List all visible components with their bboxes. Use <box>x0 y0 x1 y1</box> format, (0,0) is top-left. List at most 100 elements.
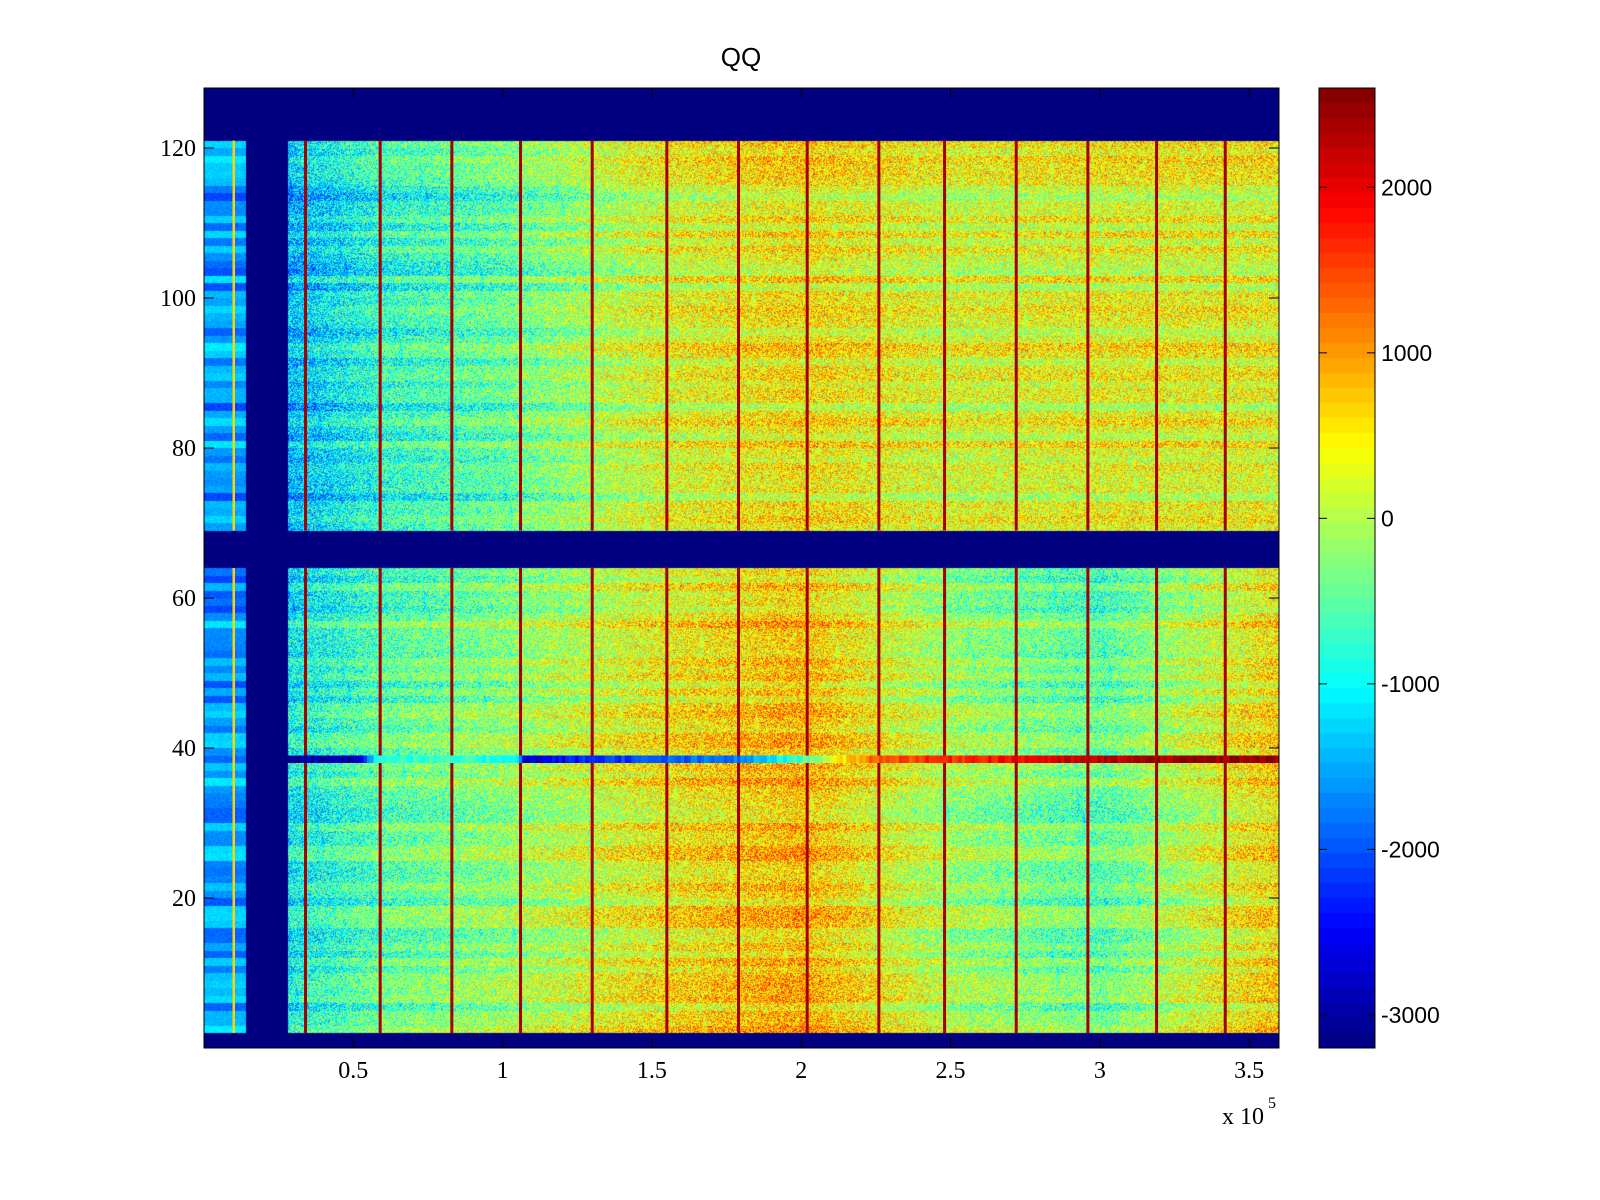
vertical-stripe <box>877 140 881 531</box>
x-axis-multiplier: x 10 5 <box>1222 1095 1276 1130</box>
vertical-stripe <box>737 568 741 1033</box>
colorbar-tick-label: 0 <box>1381 505 1394 531</box>
anomalous-row-cell <box>396 755 401 763</box>
anomalous-row-cell <box>512 755 517 763</box>
vertical-stripe <box>877 568 881 1033</box>
anomalous-row-cell <box>423 755 427 763</box>
anomalous-row-cell <box>912 755 916 763</box>
anomalous-row-cell <box>816 755 821 763</box>
anomalous-row-cell <box>945 755 950 763</box>
anomalous-row-cell <box>1160 755 1164 763</box>
anomalous-row-cell <box>525 755 530 763</box>
anomalous-row-cell <box>485 755 490 763</box>
anomalous-row-cell <box>1011 755 1016 763</box>
anomalous-row-cell <box>1047 755 1052 763</box>
anomalous-row-cell <box>938 755 943 763</box>
x-tick-label: 3.5 <box>1234 1058 1264 1084</box>
anomalous-row-cell <box>932 755 936 763</box>
colorbar-tick-label: 1000 <box>1381 340 1432 366</box>
anomalous-row-cell <box>760 755 764 763</box>
anomalous-row-cell <box>538 755 543 763</box>
y-tick-label: 40 <box>172 736 196 762</box>
anomalous-row-cell <box>429 755 434 763</box>
colorbar-ticks: -3000 -2000 -1000 0 1000 2000 <box>1319 174 1440 1028</box>
anomalous-row-cell <box>1136 755 1141 763</box>
anomalous-row-cell <box>809 755 814 763</box>
anomalous-row-cell <box>1103 755 1108 763</box>
anomalous-row-cell <box>958 755 963 763</box>
anomalous-row-cell <box>614 755 619 763</box>
anomalous-row-cell <box>409 755 414 763</box>
anomalous-row-cell <box>1166 755 1171 763</box>
anomalous-row-cell <box>436 755 441 763</box>
anomalous-row-cell <box>416 755 421 763</box>
anomalous-row-cell <box>727 755 731 763</box>
anomalous-row-cell <box>627 755 632 763</box>
anomalous-row-cell <box>898 755 903 763</box>
anomalous-row-cell <box>403 755 408 763</box>
anomalous-row-cell <box>783 755 788 763</box>
anomalous-row-cell <box>482 755 487 763</box>
anomalous-row-cell <box>1259 755 1263 763</box>
anomalous-row-cell <box>505 755 510 763</box>
anomalous-row-cell <box>634 755 639 763</box>
anomalous-row-cell <box>753 755 758 763</box>
anomalous-row-cell <box>780 755 784 763</box>
anomalous-row-cell <box>667 755 672 763</box>
vertical-stripe <box>737 140 741 531</box>
anomalous-row-cell <box>1034 755 1039 763</box>
anomalous-row-cell <box>1070 755 1075 763</box>
anomalous-row-cell <box>320 755 325 763</box>
anomalous-row-cell <box>353 755 358 763</box>
anomalous-row-cell <box>674 755 679 763</box>
anomalous-row-cell <box>1031 755 1035 763</box>
anomalous-row-cell <box>872 755 877 763</box>
anomalous-row-cell <box>657 755 662 763</box>
anomalous-row-cell <box>935 755 940 763</box>
anomalous-row-cell <box>462 755 467 763</box>
anomalous-row-cell <box>1209 755 1214 763</box>
anomalous-row-cell <box>380 755 384 763</box>
anomalous-row-cell <box>756 755 761 763</box>
colorbar-tick-label: 2000 <box>1381 174 1432 200</box>
anomalous-row-cell <box>750 755 755 763</box>
anomalous-row-cell <box>1255 755 1260 763</box>
plot-frame <box>203 87 1280 1049</box>
anomalous-row-cell <box>654 755 659 763</box>
anomalous-row-cell <box>1021 755 1026 763</box>
anomalous-row-cell <box>1176 755 1181 763</box>
anomalous-row-cell <box>347 755 351 763</box>
anomalous-row-cell <box>733 755 738 763</box>
anomalous-row-cell <box>875 755 880 763</box>
anomalous-row-cell <box>469 755 474 763</box>
x-tick-label: 1 <box>497 1058 509 1084</box>
anomalous-row-cell <box>442 755 447 763</box>
anomalous-row-cell <box>1179 755 1184 763</box>
anomalous-row-cell <box>1120 755 1125 763</box>
x-tick-label: 2 <box>795 1058 807 1084</box>
anomalous-row-cell <box>670 755 675 763</box>
anomalous-row-cell <box>879 755 883 763</box>
anomalous-row-cell <box>882 755 887 763</box>
anomalous-row-cell <box>548 755 553 763</box>
anomalous-row-cell <box>730 755 735 763</box>
anomalous-row-cell <box>677 755 682 763</box>
left-strip-stripe <box>232 568 235 1033</box>
y-tick-label: 100 <box>160 286 196 312</box>
anomalous-row-cell <box>1113 755 1118 763</box>
anomalous-row-cell <box>922 755 926 763</box>
anomalous-row-cell <box>746 755 751 763</box>
anomalous-row-cell <box>1004 755 1009 763</box>
vertical-stripe <box>1014 568 1018 1033</box>
anomalous-row-cell <box>568 755 573 763</box>
anomalous-row-cell <box>773 755 778 763</box>
anomalous-row-cell <box>951 755 956 763</box>
vertical-stripe <box>519 568 523 1033</box>
anomalous-row-cell <box>1219 755 1224 763</box>
anomalous-row-cell <box>1008 755 1012 763</box>
anomalous-row-cell <box>889 755 893 763</box>
x-axis: 0.5 1 1.5 2 2.5 3 3.5 <box>338 88 1264 1084</box>
anomalous-row-cell <box>697 755 702 763</box>
anomalous-row-cell <box>621 755 626 763</box>
anomalous-row-cell <box>373 755 378 763</box>
